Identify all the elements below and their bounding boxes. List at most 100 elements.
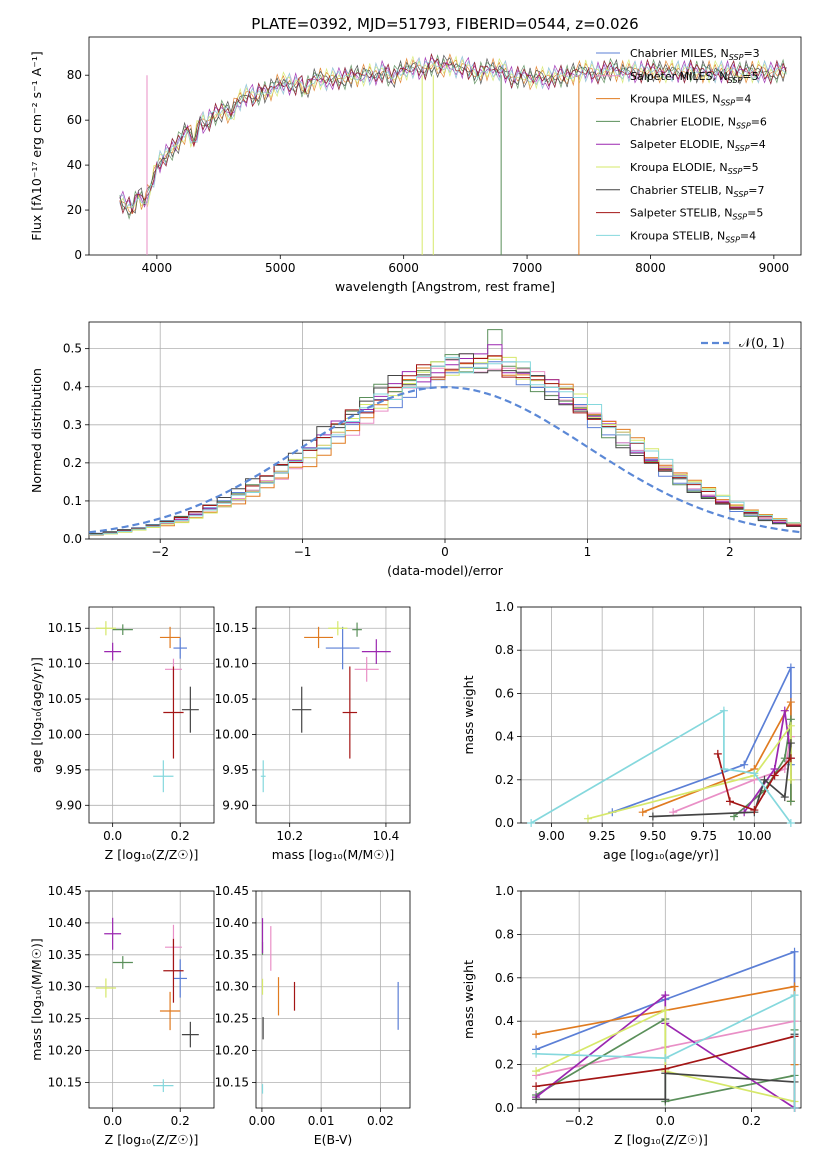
- axes-frame: [255, 890, 411, 1109]
- x-axis-label: wavelength [Angstrom, rest frame]: [335, 279, 555, 294]
- axes-frame: [520, 890, 802, 1109]
- y-tick-label: 10.45: [48, 884, 82, 898]
- weight-marker-kroupa_stelib: [786, 819, 795, 827]
- weight-marker-kroupa_stelib: [790, 991, 799, 1000]
- x-tick-label: 0.00: [249, 1114, 276, 1128]
- x-tick-label: 0.0: [656, 1114, 675, 1128]
- x-tick-label: 0.0: [103, 829, 122, 843]
- y-tick-label: 10.00: [215, 727, 249, 741]
- y-axis-label: mass weight: [461, 960, 476, 1039]
- spectrum-lines: [119, 52, 787, 255]
- y-tick-label: 0.0: [63, 532, 82, 546]
- x-tick-label: 0.0: [103, 1114, 122, 1128]
- age-vs-mass-panel: 10.2 10.4 9.90 9.95 10.00 10.05 10.10 10.15 mass…: [215, 606, 411, 862]
- y-axis-label: Flux [fλ10⁻¹⁷ erg cm⁻² s⁻¹ A⁻¹]: [29, 51, 44, 240]
- y-tick-label: 10.15: [48, 1075, 82, 1089]
- weight-marker-kroupa_miles: [638, 808, 647, 817]
- y-tick-label: 0.5: [63, 342, 82, 356]
- x-tick-label: 8000: [635, 261, 666, 275]
- legend-label: Salpeter STELIB, NSSP=5: [630, 207, 763, 222]
- y-tick-label: 10.10: [48, 657, 82, 671]
- x-tick-label: 9000: [759, 261, 790, 275]
- weight-line-kroupa_stelib: [536, 993, 796, 1108]
- x-tick-label: 0.2: [171, 829, 190, 843]
- weight-marker-salpeter_stelib: [770, 771, 779, 780]
- y-tick-label: 10.35: [215, 948, 249, 962]
- y-tick-label: 0.2: [495, 773, 514, 787]
- weight-marker-kroupa_miles: [532, 1030, 541, 1039]
- figure-title: PLATE=0392, MJD=51793, FIBERID=0544, z=0…: [251, 15, 638, 33]
- weight-marker-salpeter_elodie: [661, 991, 670, 1000]
- y-tick-label: 9.95: [222, 763, 249, 777]
- x-tick-label: −0.2: [565, 1114, 594, 1128]
- legend-label: Chabrier MILES, NSSP=3: [630, 47, 760, 62]
- weight-line-kroupa_elodie: [587, 723, 792, 820]
- spectrum-line-salpeter_stelib: [119, 53, 787, 215]
- mass-weight-vs-Z-panel: −0.2 0.0 0.2 0.0 0.2 0.4 0.6 0.8 1.0 Z [log₁₀(Z/Z…: [461, 884, 802, 1147]
- axes-frame: [255, 606, 411, 824]
- x-tick-label: 1: [584, 545, 592, 559]
- x-axis-label: Z [log₁₀(Z/Z☉)]: [105, 1132, 199, 1147]
- y-tick-label: 0.4: [495, 730, 514, 744]
- y-tick-label: 10.20: [215, 1044, 249, 1058]
- y-tick-label: 10.30: [215, 980, 249, 994]
- y-tick-label: 20: [67, 203, 82, 217]
- legend-label: Chabrier ELODIE, NSSP=6: [630, 115, 767, 130]
- x-axis-label: mass [log₁₀(M/M☉)]: [272, 847, 394, 862]
- x-axis-label: Z [log₁₀(Z/Z☉)]: [105, 847, 199, 862]
- weight-marker-salpeter_stelib: [713, 749, 722, 758]
- x-tick-label: 0: [441, 545, 449, 559]
- x-tick-label: 0.2: [171, 1114, 190, 1128]
- spectrum-line-chabrier_stelib: [119, 54, 787, 216]
- weight-marker-chabrier_stelib: [532, 1095, 541, 1104]
- y-tick-label: 0.3: [63, 418, 82, 432]
- weight-marker-kroupa_elodie: [786, 721, 795, 730]
- weight-marker-salpeter_elodie: [780, 706, 789, 715]
- y-tick-label: 0.8: [495, 927, 514, 941]
- x-tick-label: 10.00: [737, 829, 771, 843]
- y-tick-label: 0.6: [495, 971, 514, 985]
- y-tick-label: 10.15: [215, 1075, 249, 1089]
- axes-frame: [88, 890, 215, 1109]
- histogram-salpeter_stelib: [89, 355, 801, 536]
- y-tick-label: 0.4: [63, 380, 82, 394]
- x-tick-label: 10.2: [276, 829, 303, 843]
- y-tick-label: 1.0: [495, 600, 514, 614]
- weight-marker-chabrier_miles: [790, 947, 799, 956]
- axes-frame: [520, 606, 802, 824]
- y-tick-label: 0.0: [495, 816, 514, 830]
- spectrum-line-kroupa_elodie: [119, 55, 787, 209]
- y-tick-label: 10.25: [215, 1012, 249, 1026]
- y-tick-label: 0.6: [495, 686, 514, 700]
- y-tick-label: 10.35: [48, 948, 82, 962]
- x-axis-label: (data-model)/error: [387, 563, 504, 578]
- y-axis-label: mass weight: [461, 675, 476, 754]
- weight-marker-kroupa_elodie: [583, 814, 592, 823]
- axes-frame: [88, 321, 802, 540]
- y-tick-label: 10.30: [48, 980, 82, 994]
- y-tick-label: 80: [67, 68, 82, 82]
- histogram-kroupa_elodie: [89, 356, 801, 536]
- weight-line-kroupa_stelib: [530, 709, 792, 824]
- y-tick-label: 60: [67, 113, 82, 127]
- weight-marker-chabrier_miles: [786, 663, 795, 672]
- weight-marker-chabrier_stelib: [786, 739, 795, 748]
- weight-marker-chabrier_miles: [740, 760, 749, 769]
- gaussian-curve: [88, 385, 802, 534]
- y-axis-label: Normed distribution: [29, 368, 44, 493]
- x-axis-label: age [log₁₀(age/yr)]: [603, 847, 719, 862]
- weight-marker-kroupa_stelib: [661, 1054, 670, 1063]
- x-tick-label: 9.00: [538, 829, 565, 843]
- y-tick-label: 10.05: [48, 692, 82, 706]
- weight-marker-salpeter_stelib: [661, 1064, 670, 1073]
- weight-marker-salpeter_stelib: [786, 754, 795, 763]
- legend-label: Salpeter ELODIE, NSSP=4: [630, 138, 766, 153]
- y-tick-label: 10.10: [215, 657, 249, 671]
- weight-marker-kroupa_stelib: [719, 765, 728, 773]
- weight-marker-chabrier_stelib: [648, 812, 657, 821]
- y-axis-label: mass [log₁₀(M/M☉)]: [29, 938, 44, 1060]
- x-axis-label: Z [log₁₀(Z/Z☉)]: [614, 1132, 708, 1147]
- spectrum-line-kroupa_stelib: [119, 55, 787, 209]
- weight-marker-kroupa_miles: [786, 698, 795, 707]
